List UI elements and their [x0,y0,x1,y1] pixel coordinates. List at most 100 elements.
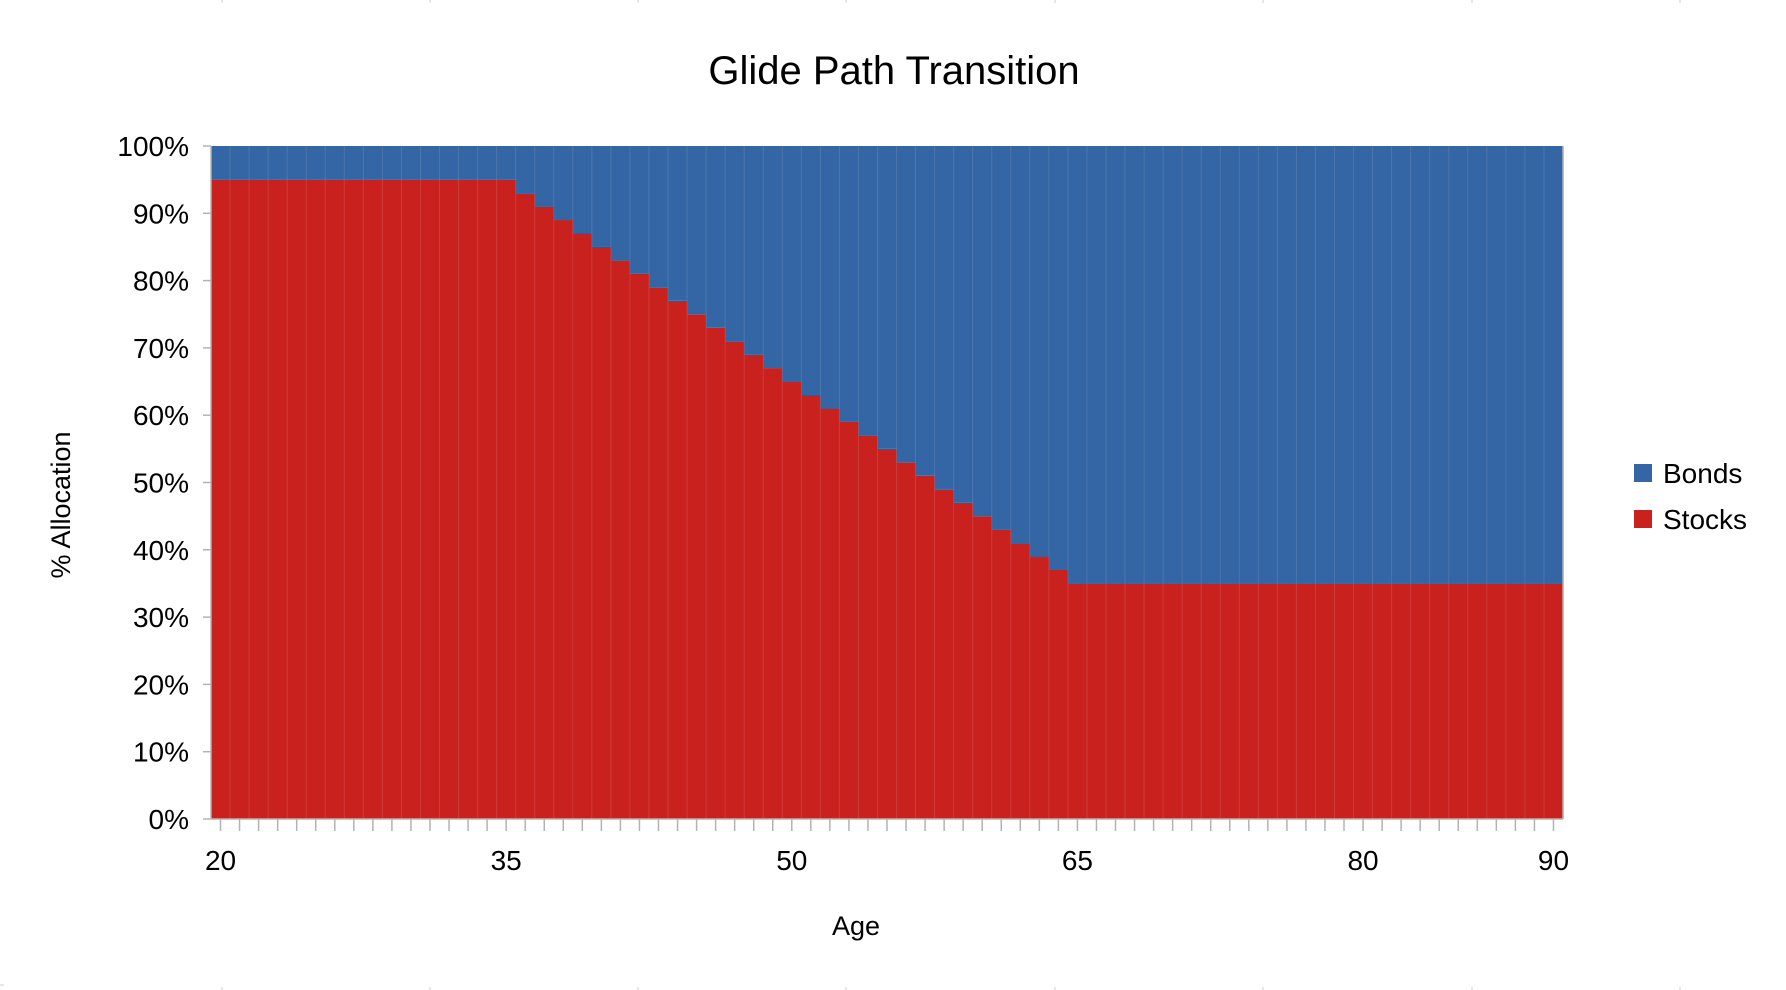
stocks-bar-age-44 [668,300,688,819]
bonds-bar-age-68 [1125,146,1145,584]
bonds-bar-age-34 [477,146,498,180]
stocks-bar-age-30 [401,179,422,819]
bonds-bar-age-80 [1353,146,1374,584]
bonds-bar-age-59 [953,146,974,503]
y-tick-label: 70% [133,333,189,364]
y-tick-label: 10% [133,737,189,768]
stocks-bar-age-21 [230,179,250,819]
bonds-bar-age-51 [801,146,821,396]
stocks-bar-age-34 [477,179,498,819]
x-tick-label: 20 [205,845,236,876]
stocks-bar-age-78 [1315,583,1336,819]
bonds-bar-age-70 [1163,146,1183,584]
bonds-bar-age-74 [1239,146,1259,584]
stocks-bar-age-55 [877,448,898,819]
stocks-bar-age-36 [515,193,536,820]
stocks-bar-age-84 [1429,583,1450,819]
bonds-bar-age-65 [1067,146,1088,584]
stocks-bar-age-65 [1067,583,1088,819]
stocks-bar-age-45 [687,314,707,819]
bonds-bar-age-27 [344,146,364,180]
bonds-bar-age-30 [401,146,422,180]
x-tick-label: 65 [1062,845,1093,876]
bonds-bar-age-89 [1524,146,1545,584]
y-tick-label: 80% [133,266,189,297]
x-tick-label: 50 [776,845,807,876]
stocks-bar-age-79 [1334,583,1355,819]
stocks-bar-age-24 [287,179,307,819]
bonds-bar-age-24 [287,146,307,180]
bonds-bar-age-26 [325,146,345,180]
bonds-bar-age-33 [458,146,479,180]
bonds-bar-age-25 [306,146,326,180]
stocks-bar-age-51 [801,395,821,819]
stocks-bar-age-81 [1372,583,1393,819]
stocks-bar-age-63 [1029,556,1050,819]
stocks-bar-age-67 [1105,583,1126,819]
stocks-bar-age-59 [953,502,974,819]
bonds-bar-age-39 [572,146,593,234]
y-tick-label: 30% [133,602,189,633]
x-tick-label: 35 [491,845,522,876]
bonds-bar-age-57 [915,146,936,476]
bonds-bar-age-43 [648,146,669,288]
bonds-bar-age-83 [1410,146,1431,584]
stocks-bar-age-77 [1296,583,1317,819]
bonds-bar-age-47 [725,146,745,342]
stocks-bar-age-43 [648,287,669,820]
bonds-bar-age-66 [1086,146,1107,584]
stocks-bar-age-48 [744,354,764,819]
bonds-bar-age-86 [1467,146,1488,584]
bonds-bar-age-85 [1448,146,1469,584]
bonds-bar-age-35 [496,146,517,180]
bonds-bar-age-21 [230,146,250,180]
stocks-bar-age-90 [1543,583,1564,819]
x-tick-label: 90 [1538,845,1569,876]
bonds-bar-age-48 [744,146,764,355]
stocks-bar-age-42 [629,273,650,819]
y-axis: 0% 10% 20% 30% 40% 50% 60% 70% 80% 90% 100% [117,131,1564,835]
stocks-bar-age-57 [915,475,936,819]
stocks-bar-age-23 [268,179,288,819]
legend-swatch-stocks [1634,510,1652,528]
y-tick-label: 100% [117,131,189,162]
bonds-bar-age-40 [591,146,612,247]
y-tick-label: 0% [149,804,189,835]
stocks-bar-age-52 [820,408,840,819]
x-tick-label: 80 [1347,845,1378,876]
stocks-bar-age-68 [1125,583,1145,819]
stocks-bar-age-64 [1048,569,1069,819]
stocks-bar-age-75 [1258,583,1278,819]
stocks-bar-age-89 [1524,583,1545,819]
bonds-bar-age-20 [211,146,231,180]
stocks-bar-age-35 [496,179,517,819]
y-tick-label: 20% [133,669,189,700]
stocks-bar-age-46 [706,327,726,819]
stocks-bar-age-82 [1391,583,1412,819]
stocks-bar-age-53 [839,421,860,819]
stocks-bar-age-73 [1220,583,1240,819]
y-axis-label: % Allocation [46,431,76,578]
stocks-bar-age-50 [782,381,802,819]
bonds-bar-age-56 [896,146,917,463]
stocks-bar-age-49 [763,368,783,819]
bonds-bar-age-45 [687,146,707,315]
bonds-bar-age-81 [1372,146,1393,584]
stocks-bar-age-40 [591,246,612,819]
stocks-bar-age-47 [725,341,745,819]
bonds-bar-age-61 [991,146,1012,530]
stocks-bar-age-25 [306,179,326,819]
bonds-bar-age-78 [1315,146,1336,584]
x-axis-label: Age [832,911,880,941]
stocks-bar-age-58 [934,489,955,819]
bonds-bar-age-77 [1296,146,1317,584]
bonds-bar-age-41 [610,146,631,261]
bonds-bar-age-64 [1048,146,1069,570]
stocks-bar-age-26 [325,179,345,819]
bonds-bar-age-75 [1258,146,1278,584]
bonds-bar-age-63 [1029,146,1050,557]
stocks-bar-age-80 [1353,583,1374,819]
stocks-bar-age-85 [1448,583,1469,819]
stocks-bar-age-76 [1277,583,1298,819]
legend-swatch-bonds [1634,464,1652,482]
